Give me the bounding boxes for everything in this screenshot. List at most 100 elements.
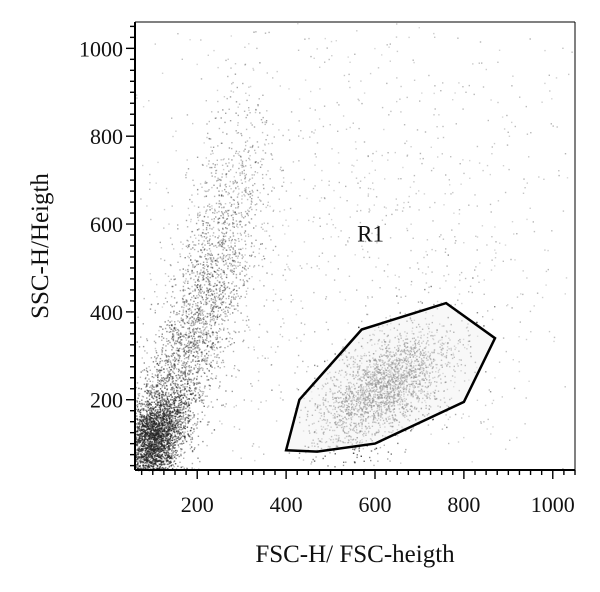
data-point (240, 220, 242, 223)
data-point (215, 271, 217, 273)
data-point (183, 435, 185, 437)
data-point (173, 409, 176, 411)
data-point (198, 309, 200, 311)
data-point (173, 420, 175, 422)
data-point (160, 434, 162, 437)
data-point (181, 373, 184, 375)
data-point (157, 390, 159, 392)
data-point (195, 332, 197, 334)
data-point (170, 369, 172, 371)
data-point (197, 278, 199, 280)
data-point (178, 406, 180, 409)
data-point (194, 382, 196, 385)
data-point (162, 415, 164, 417)
data-point (181, 314, 183, 316)
data-point (143, 416, 145, 418)
data-point (172, 427, 174, 430)
data-point (191, 450, 194, 452)
data-point (222, 350, 225, 353)
data-point (138, 426, 140, 428)
data-point (167, 360, 170, 362)
data-point (150, 435, 152, 438)
data-point (232, 232, 234, 235)
data-point (146, 436, 148, 438)
data-point (184, 376, 187, 378)
data-point (170, 415, 172, 417)
data-point (163, 405, 165, 407)
data-point (165, 362, 167, 364)
data-point (171, 320, 173, 322)
data-point (207, 421, 209, 423)
data-point (288, 139, 291, 141)
data-point (194, 356, 197, 358)
data-point (164, 424, 166, 426)
data-point (192, 359, 194, 361)
data-point (211, 432, 213, 434)
data-point (228, 287, 231, 290)
data-point (169, 428, 171, 430)
data-point (196, 382, 198, 384)
data-point (164, 467, 167, 469)
data-point (181, 364, 183, 366)
data-point (206, 363, 208, 365)
data-point (167, 434, 169, 436)
data-point (188, 389, 190, 391)
data-point (145, 435, 147, 438)
data-point (148, 455, 150, 458)
data-point (177, 390, 179, 392)
data-point (178, 354, 180, 356)
data-point (176, 440, 179, 442)
data-point (160, 403, 162, 405)
data-point (208, 242, 210, 244)
data-point (162, 428, 164, 431)
data-point (166, 455, 169, 457)
data-point (166, 441, 169, 443)
data-point (154, 452, 156, 454)
data-point (207, 265, 209, 267)
data-point (186, 316, 188, 318)
data-point (216, 334, 218, 337)
data-point (213, 220, 215, 223)
data-point (238, 212, 240, 214)
data-point (167, 467, 169, 470)
data-point (193, 297, 196, 299)
data-point (161, 360, 163, 362)
data-point (181, 389, 184, 391)
data-point (242, 266, 244, 269)
data-point (140, 432, 142, 434)
data-point (181, 380, 183, 382)
data-point (250, 245, 253, 248)
data-point (151, 457, 153, 459)
data-point (188, 377, 190, 379)
data-point (170, 375, 172, 377)
data-point (173, 334, 175, 336)
data-point (223, 158, 225, 160)
data-point (158, 447, 161, 449)
data-point (141, 414, 143, 417)
data-point (152, 465, 154, 468)
data-point (181, 448, 183, 451)
data-point (197, 371, 199, 374)
data-point (249, 265, 251, 267)
data-point (269, 178, 271, 180)
data-point (160, 430, 162, 433)
data-point (158, 369, 160, 371)
data-point (203, 270, 205, 272)
data-point (146, 420, 148, 422)
data-point (229, 229, 232, 232)
data-point (167, 380, 170, 382)
data-point (165, 452, 167, 454)
data-point (137, 456, 139, 458)
data-point (223, 289, 225, 291)
data-point (175, 397, 178, 399)
data-point (141, 437, 143, 439)
data-point (220, 245, 222, 247)
data-point (196, 229, 199, 231)
data-point (198, 276, 200, 278)
data-point (174, 417, 176, 420)
data-point (193, 367, 195, 369)
data-point (178, 333, 180, 335)
data-point (145, 447, 147, 450)
data-point (173, 423, 175, 425)
data-point (154, 342, 157, 344)
